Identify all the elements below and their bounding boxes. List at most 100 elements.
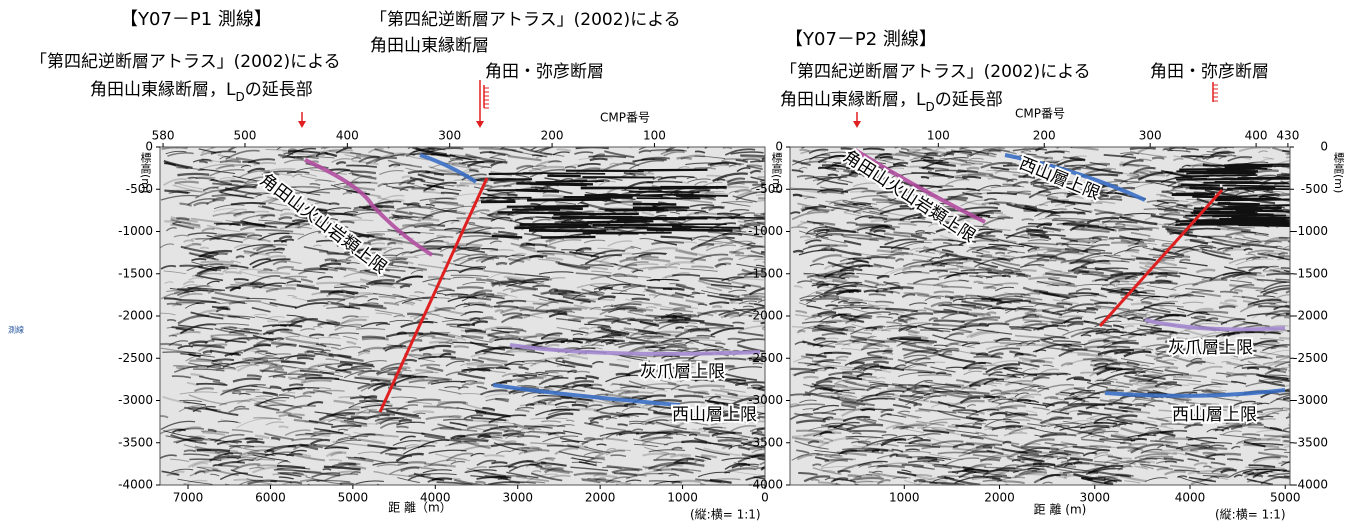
reflector [757, 200, 794, 201]
seismic-image [790, 142, 1326, 492]
reflector [793, 195, 802, 196]
reflector [1286, 287, 1318, 293]
reflector [747, 387, 785, 389]
reflector [362, 337, 385, 338]
reflector [1068, 293, 1098, 294]
reflector [1020, 235, 1029, 236]
reflector [1077, 413, 1092, 414]
strong-reflector [529, 230, 606, 231]
reflector [973, 315, 984, 316]
strong-reflector [527, 199, 611, 200]
reflector [1230, 460, 1239, 461]
reflector [621, 199, 633, 200]
reflector [838, 471, 851, 472]
reflector [1288, 410, 1308, 415]
x2-tick-label: 580 [152, 129, 175, 143]
reflector [661, 317, 677, 318]
reflector [864, 291, 879, 292]
reflector [504, 431, 521, 432]
reflector [462, 369, 490, 370]
subscript: D [235, 90, 244, 104]
reflector [967, 168, 979, 169]
reflector [568, 320, 581, 321]
strong-reflector [615, 219, 686, 220]
x2-tick-label: 400 [336, 129, 359, 143]
reflector [1173, 377, 1192, 378]
reflector [1084, 347, 1116, 348]
annotation: 角田山東縁断層 [370, 36, 489, 56]
reflector [1288, 425, 1304, 429]
reflector [764, 305, 776, 306]
reflector [176, 218, 189, 219]
reflector [762, 329, 774, 330]
reflector [674, 396, 703, 397]
reflector [1287, 331, 1322, 334]
x-tick-label: 7000 [173, 491, 204, 505]
reflector [1288, 371, 1311, 375]
reflector [273, 376, 286, 377]
reflector [727, 187, 749, 188]
annotation: 角田・弥彦断層 [485, 62, 604, 82]
reflector [491, 462, 507, 463]
reflector [1287, 152, 1313, 155]
x2-tick-label: 200 [541, 129, 564, 143]
reflector [1289, 408, 1319, 416]
reflector [320, 430, 331, 431]
reflector [1288, 241, 1323, 247]
reflector [297, 358, 314, 359]
reflector [543, 195, 565, 196]
reflector [762, 219, 794, 221]
y-tick-label: -1500 [118, 266, 153, 280]
reflector [201, 262, 234, 263]
reflector [1289, 456, 1326, 457]
arrow-head [298, 121, 306, 128]
reflector [1083, 251, 1101, 252]
reflector [418, 219, 439, 220]
strong-reflector [633, 204, 677, 205]
reflector [340, 221, 354, 222]
strong-reflector [489, 173, 543, 174]
reflector [220, 161, 241, 162]
reflector [1061, 462, 1069, 463]
reflector [409, 335, 436, 336]
strong-reflector [638, 170, 708, 171]
cropped-label: 測線 [8, 325, 24, 335]
reflector [724, 299, 732, 300]
y-tick-label: -2500 [118, 351, 153, 365]
reflector [995, 253, 1005, 254]
reflector [629, 310, 646, 311]
x2-tick-label: 100 [643, 129, 666, 143]
x-tick-label: 2000 [585, 491, 616, 505]
strong-reflector [605, 210, 665, 211]
annotation: 角田山東縁断層，LDの延長部 [90, 80, 313, 104]
x-tick-label: 0 [761, 491, 769, 505]
reflector [1225, 300, 1237, 301]
reflector [473, 162, 493, 163]
seismic-image [160, 139, 797, 493]
reflector [419, 334, 448, 335]
annotation: 西山層上限 [672, 405, 757, 425]
panel-title: 【Y07－P1 測線】 [120, 9, 272, 30]
reflector [212, 366, 221, 367]
arrow-head [476, 121, 484, 128]
reflector [793, 251, 803, 252]
reflector [1234, 290, 1242, 291]
reflector [934, 292, 954, 293]
reflector [824, 353, 851, 354]
reflector [917, 458, 937, 459]
strong-reflector [592, 225, 663, 226]
x2-tick-label: 500 [234, 129, 257, 143]
reflector [413, 411, 434, 412]
reflector [873, 362, 888, 363]
reflector [541, 338, 568, 339]
reflector [803, 377, 818, 378]
reflector [305, 378, 339, 379]
reflector [353, 210, 390, 211]
reflector [220, 181, 243, 182]
x2-axis-label: CMP番号 [600, 111, 650, 125]
reflector [216, 224, 240, 225]
strong-reflector [492, 236, 522, 237]
annotation-part: 角田山東縁断層，L [90, 80, 236, 100]
reflector [747, 165, 762, 166]
reflector [790, 394, 810, 395]
